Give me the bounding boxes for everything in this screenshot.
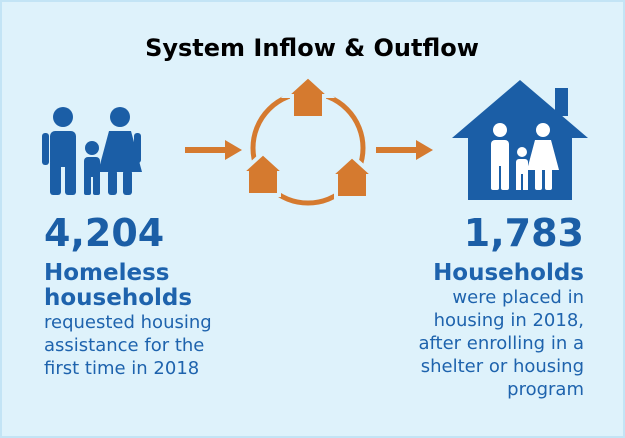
arrow bbox=[185, 140, 242, 160]
stat-description: were placed in bbox=[452, 287, 584, 308]
family-icon bbox=[42, 107, 142, 195]
stat-description: after enrolling in a bbox=[418, 333, 584, 354]
title: System Inflow & Outflow bbox=[145, 34, 479, 62]
stat-number: 4,204 bbox=[44, 211, 164, 255]
house-icon bbox=[452, 80, 588, 200]
house-cycle bbox=[235, 73, 380, 206]
stat-label: households bbox=[44, 285, 192, 311]
stat-number: 1,783 bbox=[464, 211, 584, 255]
stat-description: program bbox=[507, 379, 584, 400]
stat-description: shelter or housing bbox=[421, 356, 584, 377]
stat-label: Households bbox=[433, 260, 584, 286]
arrow bbox=[376, 140, 433, 160]
stat-description: assistance for the bbox=[44, 335, 204, 356]
stat-description: requested housing bbox=[44, 312, 212, 333]
stat-description: housing in 2018, bbox=[434, 310, 584, 331]
stat-label: Homeless bbox=[44, 260, 169, 286]
stat-description: first time in 2018 bbox=[44, 358, 199, 379]
